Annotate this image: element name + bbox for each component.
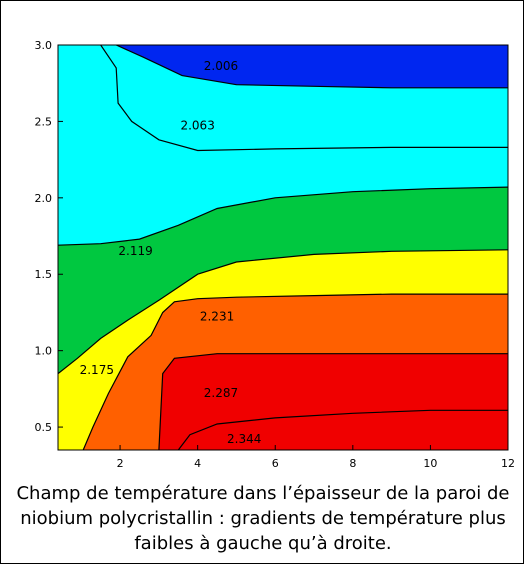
contour-label: 2.006 (204, 59, 238, 73)
y-tick-label: 0.5 (35, 421, 53, 434)
contour-line (82, 293, 508, 450)
contour-line (58, 249, 508, 375)
contour-band (178, 410, 508, 450)
contour-line (158, 353, 508, 450)
contour-labels: 2.006 2.063 2.119 2.175 2.231 2.287 2.344 (80, 59, 262, 446)
contour-band (116, 45, 508, 88)
contour-band (58, 249, 508, 450)
contour-line (115, 45, 508, 89)
y-tick-label: 2.5 (35, 115, 53, 128)
y-tick-label: 2.0 (35, 192, 53, 205)
plot-area-border (57, 44, 509, 451)
contour-band (58, 45, 508, 246)
x-tick-label: 2 (117, 457, 124, 470)
x-tick-label: 4 (194, 457, 201, 470)
axes: 2 4 6 8 10 12 0.5 1.0 1.5 2.0 2.5 3.0 (35, 39, 516, 470)
figure-caption: Champ de température dans l’épaisseur de… (16, 483, 510, 554)
contour-label: 2.063 (180, 119, 214, 133)
contour-lines (58, 45, 508, 450)
x-tick-label: 6 (272, 457, 279, 470)
contour-band (158, 353, 508, 450)
contour-bands (58, 45, 508, 450)
contour-band (83, 294, 508, 450)
x-tick-label: 8 (349, 457, 356, 470)
contour-line (100, 45, 508, 152)
y-tick-label: 1.5 (35, 268, 53, 281)
contour-label: 2.231 (200, 310, 234, 324)
contour-band (100, 45, 508, 151)
contour-band (58, 187, 508, 374)
x-tick-label: 12 (501, 457, 515, 470)
contour-label: 2.344 (227, 432, 261, 446)
y-tick-label: 3.0 (35, 39, 53, 52)
contour-label: 2.287 (204, 386, 238, 400)
contour-line (177, 409, 508, 450)
contour-label: 2.119 (118, 244, 152, 258)
contour-label: 2.175 (80, 363, 114, 377)
contour-line (58, 186, 508, 246)
contour-chart: 2 4 6 8 10 12 0.5 1.0 1.5 2.0 2.5 3.0 2.006 2.063 2.1… (35, 39, 516, 470)
y-tick-label: 1.0 (35, 345, 53, 358)
x-tick-label: 10 (423, 457, 437, 470)
